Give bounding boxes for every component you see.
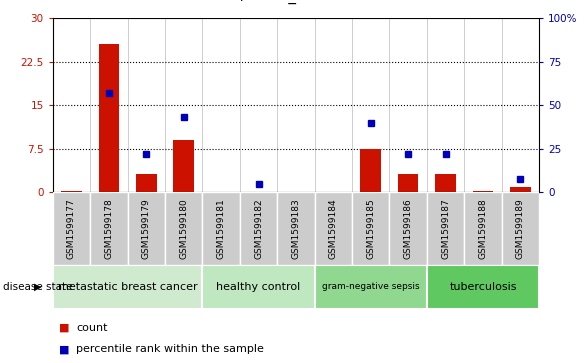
Bar	[390, 192, 427, 265]
Text: ▶: ▶	[35, 282, 42, 292]
Bar	[427, 192, 464, 265]
Text: GSM1599185: GSM1599185	[366, 198, 375, 259]
Text: metastatic breast cancer: metastatic breast cancer	[58, 282, 197, 292]
Bar	[277, 192, 315, 265]
Bar	[510, 187, 531, 192]
Text: healthy control: healthy control	[216, 282, 301, 292]
Bar	[240, 192, 277, 265]
Text: GSM1599189: GSM1599189	[516, 198, 525, 259]
Bar	[98, 44, 119, 192]
Text: GSM1599178: GSM1599178	[104, 198, 113, 259]
Bar	[427, 265, 539, 309]
Text: GSM1599186: GSM1599186	[404, 198, 413, 259]
Text: GSM1599182: GSM1599182	[254, 198, 263, 259]
Text: ■: ■	[59, 323, 69, 333]
Text: GSM1599183: GSM1599183	[291, 198, 301, 259]
Text: GSM1599181: GSM1599181	[217, 198, 226, 259]
Text: GSM1599184: GSM1599184	[329, 198, 338, 259]
Bar	[136, 174, 156, 192]
Bar	[315, 265, 427, 309]
Text: GSM1599180: GSM1599180	[179, 198, 188, 259]
Bar	[473, 191, 493, 192]
Bar	[53, 265, 202, 309]
Bar	[464, 192, 502, 265]
Bar	[435, 174, 456, 192]
Text: percentile rank within the sample: percentile rank within the sample	[76, 344, 264, 354]
Text: GSM1599188: GSM1599188	[479, 198, 488, 259]
Bar	[502, 192, 539, 265]
Bar	[315, 192, 352, 265]
Bar	[398, 174, 418, 192]
Bar	[61, 191, 81, 192]
Bar	[202, 192, 240, 265]
Bar	[90, 192, 128, 265]
Text: ■: ■	[59, 344, 69, 354]
Text: GSM1599179: GSM1599179	[142, 198, 151, 259]
Bar	[352, 192, 390, 265]
Text: GSM1599177: GSM1599177	[67, 198, 76, 259]
Text: tuberculosis: tuberculosis	[449, 282, 517, 292]
Bar	[165, 192, 202, 265]
Bar	[360, 149, 381, 192]
Bar	[202, 265, 315, 309]
Text: GDS5819 / ILMN_1744887: GDS5819 / ILMN_1744887	[164, 0, 363, 4]
Text: gram-negative sepsis: gram-negative sepsis	[322, 282, 420, 291]
Bar	[173, 140, 194, 192]
Bar	[128, 192, 165, 265]
Text: count: count	[76, 323, 108, 333]
Text: GSM1599187: GSM1599187	[441, 198, 450, 259]
Bar	[53, 192, 90, 265]
Text: disease state: disease state	[3, 282, 73, 292]
